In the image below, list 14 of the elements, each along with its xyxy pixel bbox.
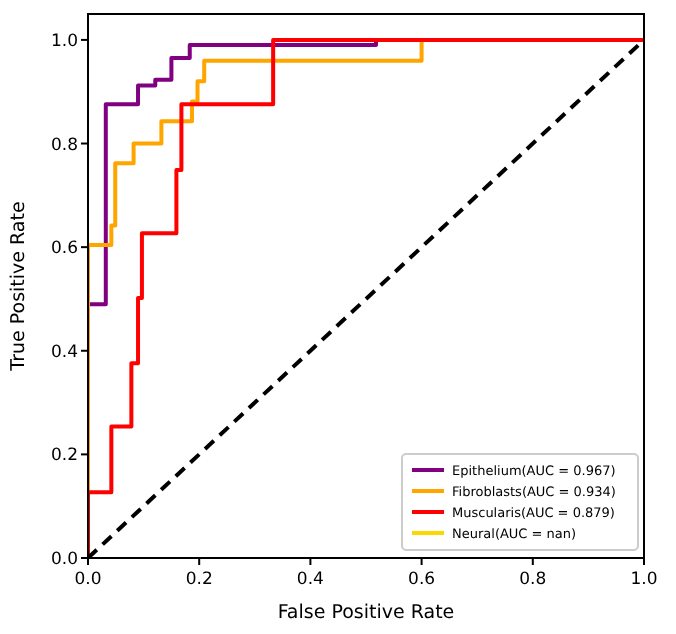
- x-tick-label: 0.2: [185, 570, 213, 590]
- x-axis-title: False Positive Rate: [277, 602, 455, 624]
- x-tick-label: 0.6: [408, 570, 436, 590]
- y-tick-label: 0.4: [50, 342, 78, 363]
- y-tick-label: 0.8: [50, 135, 78, 156]
- x-tick-label: 0.8: [519, 570, 547, 590]
- x-tick-label: 1.0: [630, 570, 658, 590]
- y-tick-label: 0.2: [50, 446, 78, 467]
- y-tick-label: 0.0: [50, 550, 78, 570]
- y-tick-label: 1.0: [50, 31, 78, 52]
- x-tick-label: 0.0: [74, 570, 102, 590]
- y-axis-title: True Positive Rate: [8, 201, 30, 373]
- x-tick-label: 0.4: [296, 570, 324, 590]
- y-tick-label: 0.6: [50, 239, 78, 260]
